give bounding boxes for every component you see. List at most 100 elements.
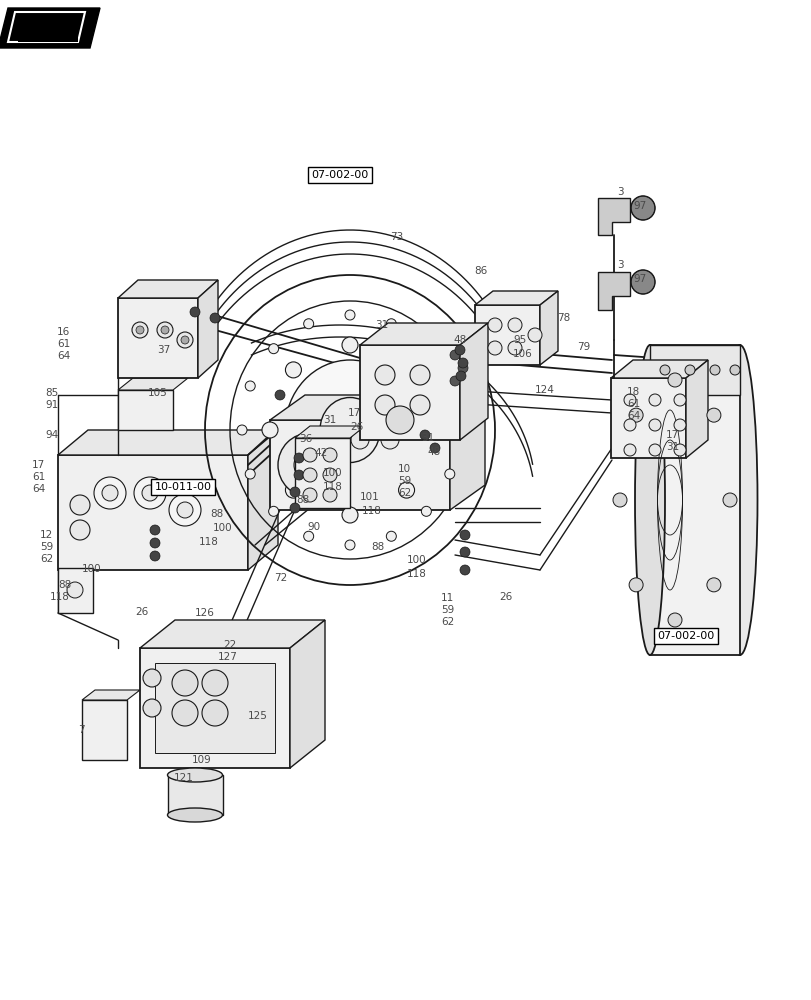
Circle shape: [375, 365, 394, 385]
Circle shape: [430, 443, 440, 453]
Bar: [168, 775, 223, 815]
Text: 61: 61: [57, 339, 71, 349]
Polygon shape: [597, 198, 629, 235]
Circle shape: [70, 495, 90, 515]
Bar: [359, 345, 460, 440]
Text: 16: 16: [57, 327, 71, 337]
Circle shape: [487, 341, 501, 355]
Circle shape: [460, 547, 470, 557]
Ellipse shape: [167, 808, 222, 822]
Text: 36: 36: [298, 434, 312, 444]
Circle shape: [630, 196, 654, 220]
Polygon shape: [294, 426, 365, 438]
Circle shape: [629, 578, 642, 592]
Circle shape: [667, 373, 681, 387]
Circle shape: [294, 453, 303, 463]
Circle shape: [460, 565, 470, 575]
Circle shape: [262, 422, 277, 438]
Text: 118: 118: [199, 537, 219, 547]
Circle shape: [457, 358, 467, 368]
Circle shape: [294, 449, 325, 481]
Ellipse shape: [634, 345, 664, 655]
Circle shape: [659, 365, 669, 375]
Circle shape: [673, 394, 685, 406]
Text: 17: 17: [665, 430, 679, 440]
Text: 124: 124: [534, 385, 554, 395]
Text: 94: 94: [45, 430, 58, 440]
Text: 97: 97: [633, 201, 646, 211]
Text: 118: 118: [406, 569, 427, 579]
Text: 31: 31: [323, 415, 336, 425]
Text: 101: 101: [359, 492, 380, 502]
Polygon shape: [0, 8, 100, 48]
Circle shape: [722, 493, 736, 507]
Text: 10-011-00: 10-011-00: [154, 482, 211, 492]
Circle shape: [294, 470, 303, 480]
Text: 100: 100: [406, 555, 426, 565]
Text: 88: 88: [210, 509, 223, 519]
Circle shape: [612, 493, 626, 507]
Circle shape: [410, 365, 430, 385]
Polygon shape: [247, 430, 277, 570]
Text: 109: 109: [191, 755, 212, 765]
Circle shape: [172, 700, 198, 726]
Text: 59: 59: [397, 476, 410, 486]
Polygon shape: [139, 620, 324, 648]
Bar: [139, 648, 290, 768]
Circle shape: [345, 310, 354, 320]
Text: 31: 31: [420, 433, 434, 443]
Circle shape: [331, 446, 349, 464]
Circle shape: [303, 488, 316, 502]
Text: 42: 42: [314, 448, 327, 458]
Text: 17: 17: [348, 408, 361, 418]
Bar: [474, 305, 539, 365]
Text: 86: 86: [474, 266, 487, 276]
Circle shape: [454, 345, 465, 355]
Text: 26: 26: [135, 607, 148, 617]
Bar: [18, 14, 78, 42]
Text: 100: 100: [323, 468, 342, 478]
Text: 91: 91: [45, 400, 58, 410]
Circle shape: [190, 307, 200, 317]
Circle shape: [729, 365, 739, 375]
Text: 118: 118: [323, 482, 342, 492]
Text: 105: 105: [148, 388, 168, 398]
Circle shape: [444, 381, 454, 391]
Text: 31: 31: [665, 442, 679, 452]
Text: 22: 22: [223, 640, 236, 650]
Circle shape: [285, 482, 301, 498]
Circle shape: [150, 538, 160, 548]
Text: 88: 88: [371, 542, 384, 552]
Bar: [270, 420, 449, 510]
Circle shape: [102, 485, 118, 501]
Circle shape: [648, 394, 660, 406]
Circle shape: [623, 419, 635, 431]
Text: 118: 118: [362, 506, 381, 516]
Circle shape: [177, 502, 193, 518]
Circle shape: [290, 487, 299, 497]
Text: 64: 64: [57, 351, 71, 361]
Circle shape: [237, 425, 247, 435]
Circle shape: [303, 448, 316, 462]
Text: 59: 59: [440, 605, 453, 615]
Text: 12: 12: [40, 530, 54, 540]
Polygon shape: [290, 620, 324, 768]
Text: 88: 88: [296, 495, 309, 505]
Text: 17: 17: [32, 460, 45, 470]
Circle shape: [527, 328, 541, 342]
Text: 62: 62: [440, 617, 453, 627]
Polygon shape: [58, 430, 277, 455]
Text: 61: 61: [626, 399, 639, 409]
Circle shape: [419, 430, 430, 440]
Circle shape: [285, 362, 301, 378]
Text: 48: 48: [427, 447, 440, 457]
Text: 64: 64: [626, 411, 639, 421]
Circle shape: [323, 448, 337, 462]
Circle shape: [673, 419, 685, 431]
Text: 11: 11: [440, 593, 453, 603]
Circle shape: [303, 531, 313, 541]
Circle shape: [508, 318, 521, 332]
Circle shape: [457, 363, 467, 373]
Bar: [649, 345, 739, 655]
Polygon shape: [539, 291, 557, 365]
